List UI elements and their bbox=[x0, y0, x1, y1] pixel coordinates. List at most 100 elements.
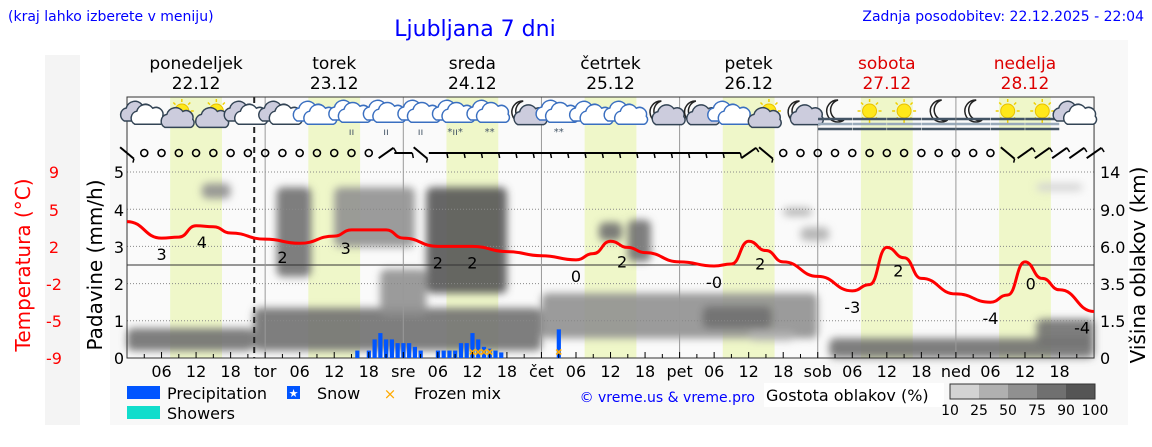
cloud-shape bbox=[475, 101, 511, 123]
temp-axis-panel bbox=[45, 55, 80, 425]
precip-bar bbox=[476, 339, 481, 358]
cloud-layer bbox=[702, 306, 772, 329]
rain-cloud-icon: ıı bbox=[362, 99, 407, 138]
precip-bar bbox=[487, 348, 492, 358]
cloud-density-scale: 10 25 50 75 90 100 bbox=[941, 383, 1109, 419]
x-day-label: sre bbox=[391, 362, 415, 381]
x-tick-label: 06 bbox=[842, 362, 862, 381]
density-tick-label: 100 bbox=[1082, 403, 1109, 419]
precip-bar bbox=[493, 350, 498, 358]
cloud-layer bbox=[783, 207, 812, 217]
wind-calm-icon bbox=[209, 148, 218, 158]
temperature-label: 3 bbox=[341, 239, 351, 258]
precip-symbol: *ıı* bbox=[447, 127, 463, 138]
wind-barb-icon bbox=[1086, 147, 1105, 159]
wind-calm-icon bbox=[243, 148, 253, 158]
x-tick-label: 18 bbox=[359, 362, 379, 381]
temperature-label: 2 bbox=[617, 252, 627, 271]
cloud-layer bbox=[201, 183, 231, 199]
temperature-tick-label: 5 bbox=[49, 201, 59, 220]
wind-barb-icon bbox=[119, 146, 135, 163]
credit-link[interactable]: © vreme.us & vreme.pro bbox=[580, 390, 755, 406]
sun-ray bbox=[759, 101, 764, 106]
cloud-shape bbox=[613, 103, 649, 125]
temperature-label: 3 bbox=[156, 245, 166, 264]
precip-tick-label: 3 bbox=[114, 238, 124, 257]
barb-tick bbox=[1012, 158, 1016, 163]
wind-calm-icon bbox=[139, 148, 149, 158]
density-scale-border bbox=[949, 383, 1096, 400]
density-title-background bbox=[764, 383, 944, 407]
cloud-shape bbox=[747, 106, 782, 129]
wind-calm-icon bbox=[813, 148, 823, 158]
wind-calm-icon bbox=[986, 148, 995, 158]
precip-symbol: ıı bbox=[418, 127, 424, 138]
day-date: 27.12 bbox=[862, 74, 911, 94]
sun-ray bbox=[875, 101, 879, 106]
temperature-label: 2 bbox=[467, 253, 477, 272]
legend-snow-label: Snow bbox=[317, 384, 360, 403]
sun-ray bbox=[172, 101, 176, 106]
barb-shaft bbox=[1034, 147, 1051, 159]
wind-calm-icon bbox=[968, 148, 978, 158]
barb-tick bbox=[425, 158, 429, 163]
sun-shape bbox=[862, 103, 878, 119]
wind-calm-icon bbox=[226, 148, 235, 158]
wind-calm-icon bbox=[157, 148, 166, 158]
last-updated: Zadnja posodobitev: 22.12.2025 - 22:04 bbox=[862, 9, 1144, 25]
wind-calm-icon bbox=[830, 148, 840, 158]
barb-shaft bbox=[1068, 147, 1085, 159]
wind-calm-icon bbox=[295, 148, 304, 158]
precip-bar bbox=[464, 343, 469, 358]
frozen-mix-icon: × bbox=[384, 385, 397, 403]
cloud-density-title: Gostota oblakov (%) bbox=[766, 386, 929, 405]
wind-calm-icon bbox=[191, 148, 201, 158]
sun-shape bbox=[1000, 103, 1016, 119]
precip-bar bbox=[378, 333, 383, 358]
barb-tick bbox=[1048, 147, 1053, 153]
sun-ray bbox=[774, 101, 778, 106]
day-date: 24.12 bbox=[448, 74, 497, 94]
sun-ray bbox=[187, 101, 191, 106]
cloud-height-tick-label: 0 bbox=[1100, 349, 1110, 368]
precip-bar bbox=[412, 346, 418, 358]
day-date: 23.12 bbox=[310, 74, 359, 94]
wind-calm-icon bbox=[778, 148, 788, 158]
cloud-shape bbox=[651, 104, 686, 126]
day-name: četrtek bbox=[580, 54, 641, 74]
temperature-label: -0 bbox=[706, 273, 722, 292]
density-tick-label: 25 bbox=[970, 403, 988, 419]
temperature-axis-title: Temperatura (°C) bbox=[11, 178, 35, 352]
temperature-label: 2 bbox=[433, 253, 443, 272]
frozen-mix-mark bbox=[480, 348, 487, 356]
barb-shaft bbox=[740, 147, 757, 159]
moon-fog-icon bbox=[956, 99, 991, 131]
sun-ray bbox=[909, 101, 914, 106]
temperature-line bbox=[126, 220, 1095, 313]
daylight-band bbox=[999, 97, 1051, 358]
frozen-mix-mark bbox=[555, 348, 562, 356]
temperature-label: 4 bbox=[197, 233, 207, 252]
precip-tick-label: 2 bbox=[114, 275, 124, 294]
precip-bar bbox=[499, 352, 504, 358]
day-name: petek bbox=[725, 54, 773, 74]
moon-shape bbox=[929, 99, 949, 123]
x-tick-label: 12 bbox=[1015, 362, 1035, 381]
day-date: 26.12 bbox=[724, 74, 773, 94]
legend-precip-label: Precipitation bbox=[167, 384, 267, 403]
wind-barb-icon bbox=[394, 152, 415, 159]
daylight-band bbox=[860, 97, 913, 358]
grid bbox=[126, 96, 1095, 359]
x-tick-label: 18 bbox=[497, 362, 517, 381]
cloudy-icon bbox=[1052, 100, 1098, 125]
density-tick-label: 75 bbox=[1028, 403, 1046, 419]
legend-precip-swatch bbox=[127, 386, 160, 399]
wind-barb-icon bbox=[1068, 147, 1088, 159]
cloud-layer bbox=[276, 187, 312, 277]
density-swatch bbox=[1066, 384, 1095, 399]
x-tick-label: 18 bbox=[911, 362, 931, 381]
precip-bar bbox=[389, 339, 394, 358]
wind-calm-icon bbox=[899, 148, 909, 158]
sun-ray bbox=[222, 101, 226, 106]
